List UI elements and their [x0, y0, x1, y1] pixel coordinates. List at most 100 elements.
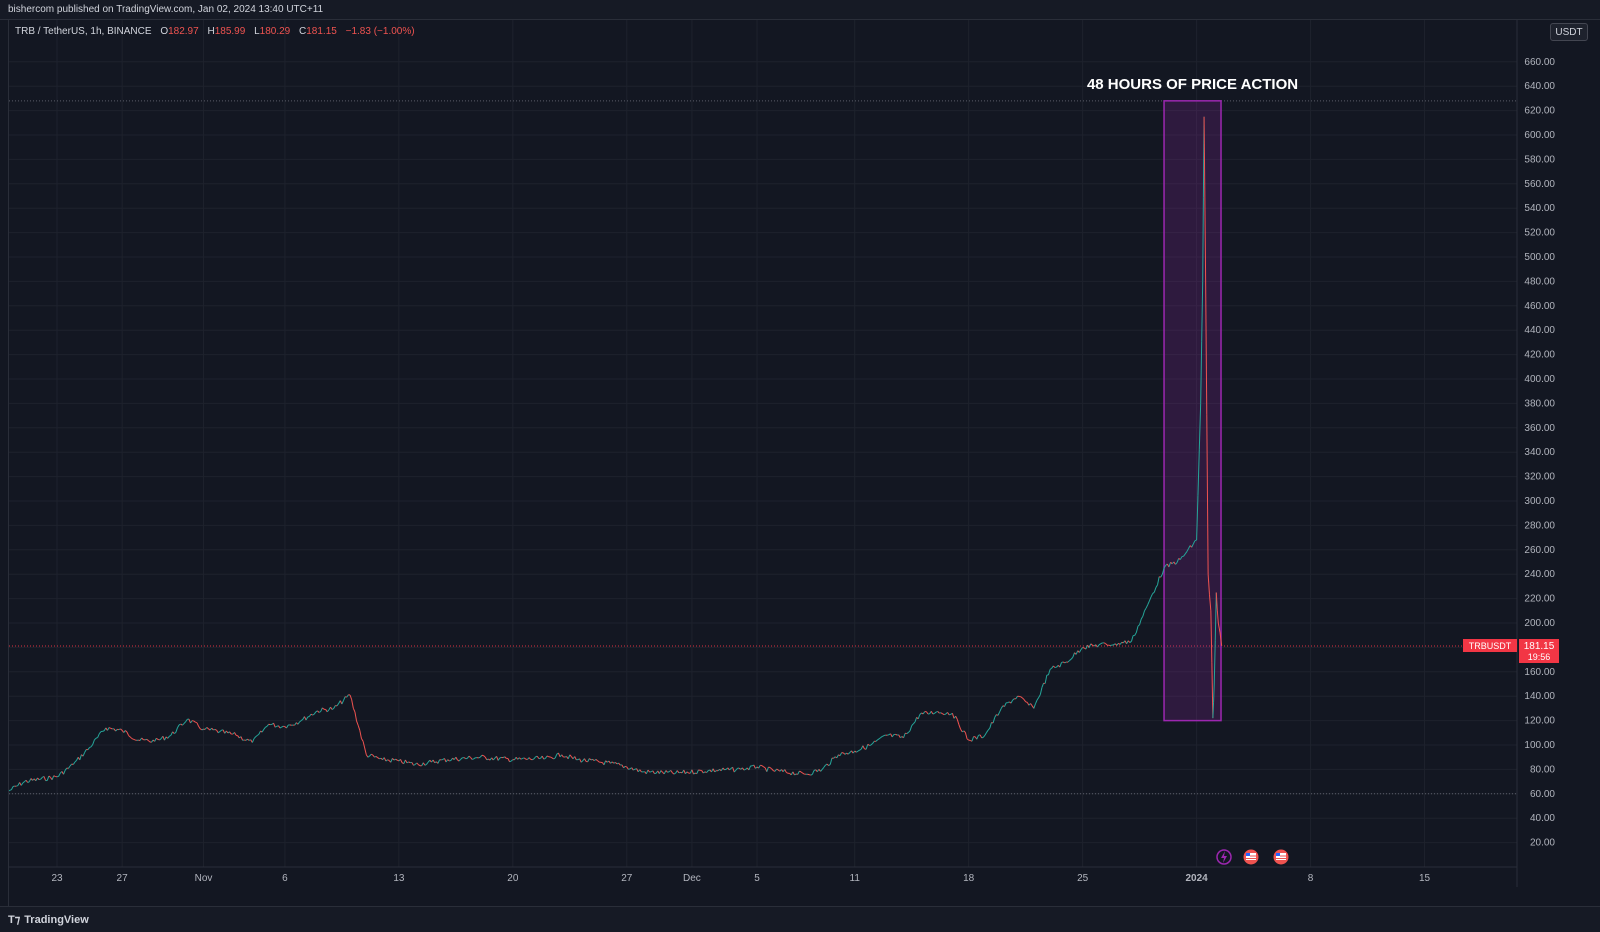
price-segment-up [1096, 644, 1100, 648]
price-segment-up [51, 775, 55, 780]
price-segment-up [167, 735, 170, 739]
price-segment-up [1059, 662, 1062, 668]
price-segment-up [258, 730, 261, 735]
price-segment-down [411, 762, 414, 766]
price-segment-down [372, 754, 375, 758]
price-segment-down [483, 755, 486, 758]
price-segment-up [374, 755, 377, 758]
price-segment-up [882, 735, 885, 737]
currency-button[interactable]: USDT [1550, 23, 1588, 41]
price-segment-up [343, 696, 346, 701]
price-segment-up [87, 747, 90, 750]
price-segment-up [987, 727, 991, 731]
price-segment-up [821, 767, 825, 770]
price-segment-up [266, 723, 270, 727]
price-segment-up [544, 755, 548, 759]
price-segment-up [1198, 403, 1202, 450]
price-tick-label: 340.00 [1524, 447, 1555, 458]
price-segment-up [1213, 683, 1215, 703]
price-segment-up [811, 770, 815, 775]
price-segment-up [645, 769, 649, 774]
price-segment-up [261, 729, 265, 733]
price-segment-up [872, 740, 875, 744]
time-tick-label: 27 [621, 873, 633, 884]
price-segment-down [225, 730, 229, 734]
price-segment-up [610, 761, 613, 764]
price-segment-up [1188, 545, 1191, 549]
price-segment-up [1144, 607, 1147, 612]
price-segment-down [686, 771, 689, 774]
price-segment-up [865, 744, 869, 750]
price-segment-down [773, 770, 776, 772]
price-segment-down [618, 762, 621, 766]
price-segment-down [958, 724, 962, 730]
price-segment-down [1092, 644, 1095, 647]
publish-info: bishercom published on TradingView.com, … [8, 4, 324, 15]
price-segment-up [169, 734, 172, 737]
price-segment-down [722, 767, 725, 771]
price-segment-up [948, 713, 951, 716]
price-segment-up [46, 775, 50, 781]
price-segment-down [523, 757, 527, 760]
price-axis[interactable]: 20.00 40.00 60.00 80.00 100.00 120.00 140.00 16… [1516, 20, 1555, 887]
price-segment-up [331, 707, 335, 710]
price-segment-up [90, 744, 94, 748]
price-segment-up [183, 721, 186, 724]
price-segment-down [769, 767, 773, 770]
price-segment-down [199, 728, 203, 731]
price-segment-up [479, 754, 483, 758]
price-segment-down [1090, 643, 1093, 646]
time-axis[interactable]: 23 27 Nov 6 13 20 27 Dec 5 11 18 25 2024 8 15 [9, 866, 1517, 884]
price-segment-up [245, 738, 248, 741]
price-segment-down [162, 736, 165, 741]
price-segment-down [198, 726, 201, 730]
price-segment-down [375, 756, 379, 759]
price-segment-up [84, 749, 87, 753]
price-segment-down [546, 755, 549, 758]
price-segment-up [1214, 592, 1217, 641]
price-segment-up [857, 749, 860, 752]
tradingview-logo[interactable]: T⁊ TradingView [8, 913, 89, 927]
price-segment-down [25, 779, 29, 783]
price-segment-up [1044, 674, 1048, 684]
price-segment-up [403, 759, 406, 764]
price-segment-up [1213, 640, 1216, 685]
price-tick-label: 120.00 [1524, 716, 1555, 727]
price-segment-down [364, 747, 367, 755]
time-tick-label: 11 [850, 873, 861, 884]
price-segment-down [129, 736, 133, 739]
price-chart[interactable]: 20.00 40.00 60.00 80.00 100.00 120.00 140.00 16… [7, 20, 1600, 906]
price-segment-down [732, 767, 735, 773]
price-segment-up [76, 757, 79, 761]
price-segment-down [867, 743, 870, 746]
highlight-box [1163, 100, 1222, 722]
horizontal-lines [9, 100, 1517, 795]
price-segment-down [126, 731, 130, 736]
price-segment-down [940, 712, 943, 715]
price-series-group [7, 116, 1223, 792]
price-segment-down [574, 756, 577, 761]
price-segment-up [190, 720, 193, 724]
price-segment-down [1219, 632, 1223, 647]
price-segment-up [1157, 576, 1160, 585]
price-tag: 181.15 [1524, 641, 1555, 652]
price-segment-down [488, 758, 491, 761]
price-segment-down [676, 770, 680, 774]
price-segment-down [955, 715, 958, 720]
price-segment-down [354, 711, 358, 722]
price-segment-down [519, 757, 522, 760]
price-segment-down [1208, 594, 1212, 611]
price-tag-bg [1519, 638, 1559, 663]
price-segment-down [579, 758, 582, 763]
legend-open: 182.97 [168, 26, 199, 37]
price-segment-up [708, 769, 711, 772]
price-segment-up [856, 750, 859, 753]
price-segment-down [611, 761, 615, 764]
price-segment-up [58, 772, 61, 777]
price-segment-up [1041, 683, 1045, 688]
price-segment-down [1215, 592, 1218, 611]
price-segment-up [1142, 610, 1145, 617]
price-segment-down [1203, 116, 1206, 186]
price-segment-up [520, 757, 523, 760]
price-segment-up [887, 734, 890, 736]
